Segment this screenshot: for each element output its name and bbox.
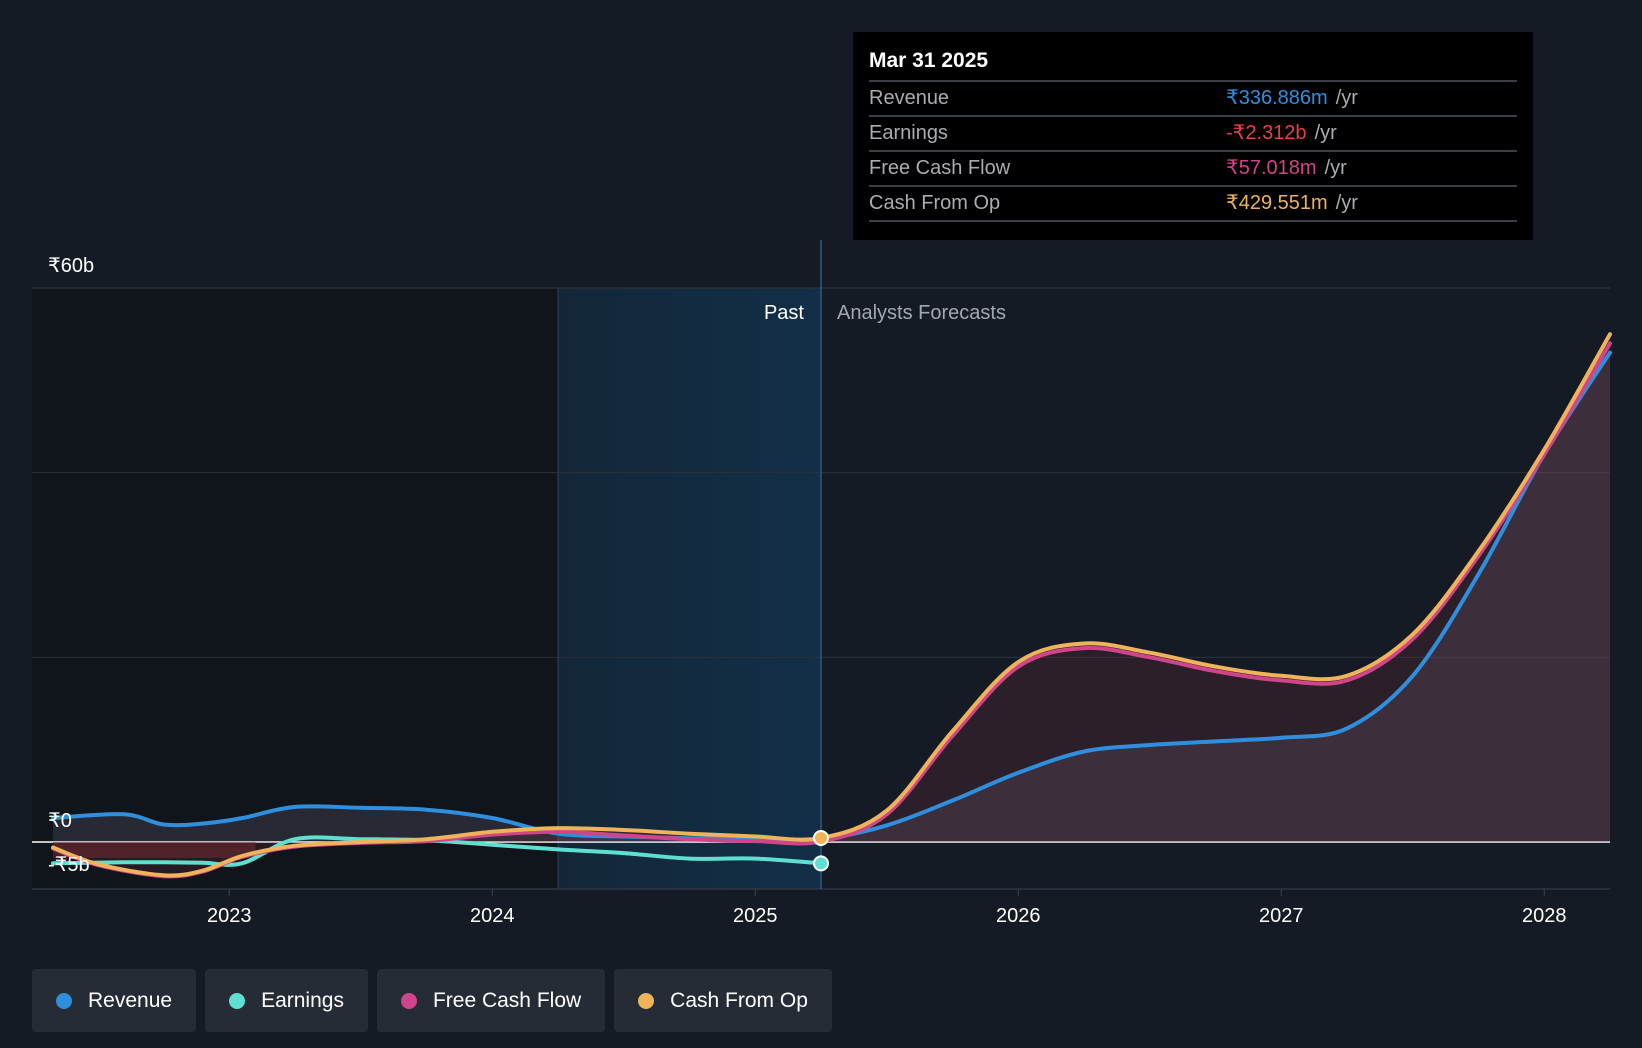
x-tick-label: 2027	[1259, 905, 1304, 927]
earnings-dot-icon	[229, 992, 246, 1009]
legend-item-earnings[interactable]: Earnings	[205, 969, 368, 1032]
x-tick-label: 2024	[470, 905, 515, 927]
cash-from-op-marker	[813, 830, 829, 847]
tooltip-unit: /yr	[1324, 157, 1347, 179]
tooltip-value: -₹2.312b	[1226, 122, 1307, 144]
negative-earnings-area	[53, 842, 256, 858]
tooltip-label: Revenue	[869, 87, 950, 109]
tooltip-value: ₹336.886m	[1226, 87, 1328, 109]
tooltip-value: ₹57.018m	[1226, 157, 1317, 179]
past-label: Past	[764, 302, 804, 324]
forecast-label: Analysts Forecasts	[837, 302, 1006, 324]
legend-item-free-cash-flow[interactable]: Free Cash Flow	[376, 969, 606, 1032]
tooltip-unit: /yr	[1335, 192, 1358, 214]
tooltip-row-revenue: Revenue ₹336.886m /yr	[869, 82, 1517, 117]
legend-item-cash-from-op[interactable]: Cash From Op	[614, 969, 832, 1032]
x-tick-label: 2023	[207, 905, 252, 927]
tooltip-unit: /yr	[1314, 122, 1337, 144]
earnings-marker	[813, 855, 829, 872]
tooltip-value: ₹429.551m	[1226, 192, 1328, 214]
y-tick-label: ₹60b	[48, 255, 94, 277]
x-tick-label: 2028	[1522, 905, 1567, 927]
x-tick-label: 2026	[996, 905, 1041, 927]
chart-legend: Revenue Earnings Free Cash Flow Cash Fro…	[32, 969, 832, 1032]
tooltip-row-free-cash-flow: Free Cash Flow ₹57.018m /yr	[869, 152, 1517, 187]
legend-label: Revenue	[88, 988, 173, 1012]
free-cash-flow-dot-icon	[400, 992, 417, 1009]
tooltip-label: Earnings	[869, 122, 948, 144]
tooltip-unit: /yr	[1335, 87, 1358, 109]
y-tick-label: ₹0	[48, 810, 72, 832]
tooltip-label: Free Cash Flow	[869, 157, 1011, 179]
tooltip-date: Mar 31 2025	[869, 46, 1517, 82]
legend-label: Free Cash Flow	[432, 988, 582, 1012]
legend-label: Cash From Op	[670, 988, 808, 1012]
x-tick-label: 2025	[733, 905, 778, 927]
revenue-area	[53, 352, 1610, 842]
cash-from-op-dot-icon	[638, 992, 655, 1009]
tooltip-row-cash-from-op: Cash From Op ₹429.551m /yr	[869, 187, 1517, 222]
legend-item-revenue[interactable]: Revenue	[32, 969, 197, 1032]
tooltip-label: Cash From Op	[869, 192, 1001, 214]
revenue-dot-icon	[56, 992, 72, 1009]
y-tick-label: -₹5b	[48, 854, 90, 876]
last-year-highlight	[558, 288, 821, 889]
tooltip-row-earnings: Earnings -₹2.312b /yr	[869, 117, 1517, 152]
legend-label: Earnings	[261, 988, 344, 1012]
tooltip-panel: Mar 31 2025 Revenue ₹336.886m /yr Earnin…	[853, 32, 1533, 240]
past-region-shade	[32, 288, 558, 889]
